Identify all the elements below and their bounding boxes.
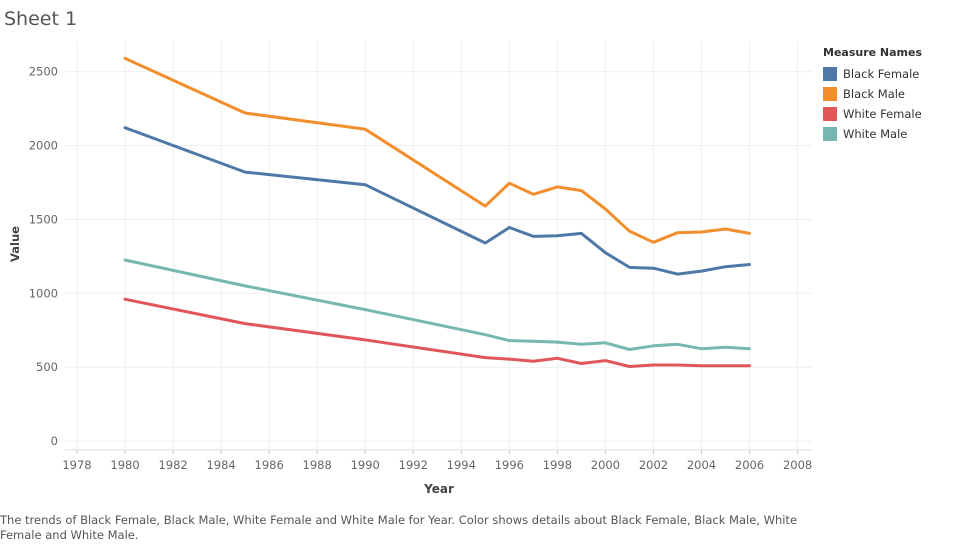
x-tick-label: 1988 xyxy=(303,458,332,472)
legend-label: Black Male xyxy=(843,87,906,101)
legend-item-black-male[interactable]: Black Male xyxy=(823,84,922,104)
x-tick-label: 1978 xyxy=(62,458,91,472)
series-lines[interactable] xyxy=(123,56,751,368)
legend: Measure Names Black Female Black Male Wh… xyxy=(823,46,922,144)
chart-caption: The trends of Black Female, Black Male, … xyxy=(0,513,798,542)
x-tick-label: 2004 xyxy=(687,458,716,472)
legend-item-white-female[interactable]: White Female xyxy=(823,104,922,124)
legend-label: White Male xyxy=(843,127,908,141)
y-tick-label: 2000 xyxy=(29,138,58,152)
legend-swatch xyxy=(823,127,837,141)
x-tick-label: 1990 xyxy=(351,458,380,472)
y-axis-label: Value xyxy=(8,226,22,262)
y-tick-label: 1000 xyxy=(29,286,58,300)
legend-item-black-female[interactable]: Black Female xyxy=(823,64,922,84)
series-line-white-female[interactable] xyxy=(123,297,751,368)
y-tick-label: 2500 xyxy=(29,65,58,79)
x-tick-label: 1980 xyxy=(110,458,139,472)
legend-swatch xyxy=(823,87,837,101)
x-tick-label: 1996 xyxy=(495,458,524,472)
x-axis-ticks: 1978 1980 1982 1984 1986 1988 1990 1992 1994 1996… xyxy=(62,449,812,472)
sheet-title: Sheet 1 xyxy=(4,8,78,30)
series-line-black-male[interactable] xyxy=(123,56,751,244)
legend-label: White Female xyxy=(843,107,922,121)
grid-lines xyxy=(65,42,812,450)
x-tick-label: 1994 xyxy=(447,458,476,472)
series-line-white-male[interactable] xyxy=(123,258,751,351)
y-axis-ticks: 0 500 1000 1500 2000 2500 xyxy=(29,65,58,449)
x-tick-label: 2002 xyxy=(639,458,668,472)
y-tick-label: 500 xyxy=(36,360,58,374)
x-tick-label: 1986 xyxy=(255,458,284,472)
x-tick-label: 2000 xyxy=(591,458,620,472)
legend-label: Black Female xyxy=(843,67,920,81)
legend-swatch xyxy=(823,67,837,81)
x-tick-label: 2006 xyxy=(735,458,764,472)
y-tick-label: 1500 xyxy=(29,212,58,226)
x-tick-label: 1984 xyxy=(206,458,235,472)
x-tick-label: 1998 xyxy=(543,458,572,472)
y-tick-label: 0 xyxy=(51,434,58,448)
series-line-black-female[interactable] xyxy=(123,126,751,276)
legend-swatch xyxy=(823,107,837,121)
x-tick-label: 1992 xyxy=(399,458,428,472)
x-tick-label: 1982 xyxy=(158,458,187,472)
x-axis-label: Year xyxy=(423,482,454,496)
legend-item-white-male[interactable]: White Male xyxy=(823,124,922,144)
x-tick-label: 2008 xyxy=(783,458,812,472)
legend-title: Measure Names xyxy=(823,46,923,59)
